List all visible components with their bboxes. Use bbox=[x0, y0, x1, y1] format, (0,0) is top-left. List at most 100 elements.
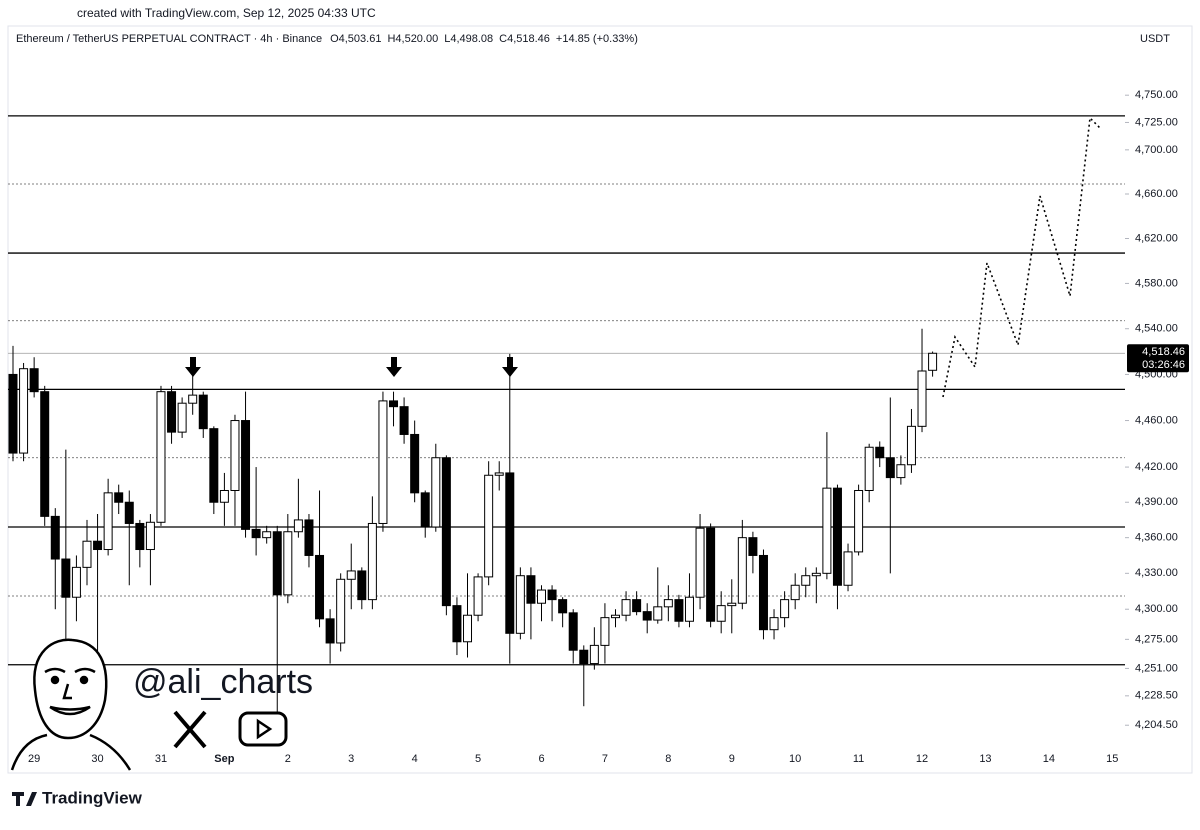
candle-body bbox=[241, 420, 251, 530]
candle-body bbox=[251, 528, 261, 539]
candle-body bbox=[452, 605, 462, 643]
candle-body bbox=[526, 575, 536, 604]
y-tick-label: 4,750.00 bbox=[1135, 89, 1178, 101]
candle-body bbox=[82, 540, 92, 568]
x-tick-label: 9 bbox=[729, 753, 735, 765]
candle-body bbox=[230, 420, 240, 491]
candle-body bbox=[188, 394, 198, 404]
candle-body bbox=[684, 596, 694, 622]
candle-body bbox=[906, 425, 916, 466]
candle-body bbox=[780, 599, 790, 619]
x-tick-label: 3 bbox=[348, 753, 354, 765]
x-tick-label: 13 bbox=[979, 753, 991, 765]
candle-body bbox=[304, 519, 314, 556]
x-tick-label: Sep bbox=[214, 753, 234, 765]
y-tick-label: 4,330.00 bbox=[1135, 567, 1178, 579]
candle-body bbox=[801, 575, 811, 586]
candle-body bbox=[336, 578, 346, 644]
candle-body bbox=[843, 551, 853, 586]
x-icon bbox=[173, 710, 207, 749]
x-tick-label: 10 bbox=[789, 753, 801, 765]
x-tick-label: 4 bbox=[412, 753, 418, 765]
candle-body bbox=[463, 614, 473, 643]
candle-body bbox=[124, 501, 134, 524]
x-tick-label: 31 bbox=[155, 753, 167, 765]
candle-body bbox=[103, 492, 113, 551]
x-tick-label: 5 bbox=[475, 753, 481, 765]
symbol-title: Ethereum / TetherUS PERPETUAL CONTRACT ·… bbox=[16, 33, 638, 45]
watermark: @ali_charts bbox=[133, 663, 313, 701]
candle-body bbox=[114, 492, 124, 503]
y-tick-label: 4,390.00 bbox=[1135, 496, 1178, 508]
candle-body bbox=[695, 527, 705, 598]
ohlc: L4,498.08 bbox=[444, 33, 493, 45]
footer-logo: TradingView bbox=[42, 788, 143, 807]
candle-body bbox=[346, 570, 356, 580]
candle-body bbox=[558, 599, 568, 614]
ohlc: +14.85 (+0.33%) bbox=[556, 33, 638, 45]
plot: 4,750.00 4,725.00 4,700.00 4,660.00 4,620.00… bbox=[8, 89, 1189, 765]
candle-body bbox=[209, 428, 219, 503]
y-tick-label: 4,300.00 bbox=[1135, 603, 1178, 615]
x-tick-label: 7 bbox=[602, 753, 608, 765]
candle-body bbox=[716, 605, 726, 622]
candle-body bbox=[790, 584, 800, 601]
candle-body bbox=[758, 554, 768, 631]
candle-body bbox=[473, 576, 483, 616]
candle-body bbox=[864, 446, 874, 491]
candle-body bbox=[8, 373, 18, 454]
y-tick-label: 4,620.00 bbox=[1135, 232, 1178, 244]
candle-body bbox=[145, 521, 155, 551]
candle-body bbox=[283, 531, 293, 596]
y-tick-label: 4,251.00 bbox=[1135, 662, 1178, 674]
candle-body bbox=[579, 649, 589, 665]
youtube-play bbox=[256, 718, 273, 740]
candle-body bbox=[167, 391, 177, 433]
candle-body bbox=[896, 464, 906, 479]
y-tick-label: 4,228.50 bbox=[1135, 690, 1178, 702]
youtube-icon bbox=[238, 711, 288, 747]
candle-body bbox=[515, 575, 525, 634]
candle-body bbox=[272, 531, 282, 596]
y-tick-label: 4,540.00 bbox=[1135, 323, 1178, 335]
countdown: 03:26:46 bbox=[1142, 359, 1185, 371]
candle-body bbox=[29, 368, 39, 393]
candle-body bbox=[441, 457, 451, 607]
candle-body bbox=[600, 617, 610, 646]
frame bbox=[7, 25, 1193, 774]
candle-body bbox=[156, 391, 166, 523]
candle-body bbox=[219, 489, 229, 503]
candle-body bbox=[885, 457, 895, 479]
candle-body bbox=[61, 558, 71, 598]
candle-body bbox=[293, 519, 303, 533]
candle-body bbox=[568, 612, 578, 651]
candle-body bbox=[378, 400, 388, 524]
candle-body bbox=[769, 617, 779, 631]
x-tick-label: 11 bbox=[853, 753, 864, 765]
candle-body bbox=[610, 614, 620, 619]
candle-body bbox=[727, 602, 737, 607]
candle-body bbox=[737, 537, 747, 604]
candle-body bbox=[621, 599, 631, 616]
candle-body bbox=[547, 589, 557, 601]
price-tag bbox=[1127, 344, 1189, 373]
x-tick-label: 29 bbox=[28, 753, 40, 765]
candle-body bbox=[431, 457, 441, 528]
avatar bbox=[10, 638, 132, 771]
arrow bbox=[502, 357, 518, 377]
y-tick-label: 4,275.00 bbox=[1135, 633, 1178, 645]
y-tick-label: 4,204.50 bbox=[1135, 719, 1178, 731]
candle-body bbox=[262, 531, 272, 539]
x-tick-label: 6 bbox=[538, 753, 544, 765]
candle-body bbox=[632, 599, 642, 613]
candle-body bbox=[917, 370, 927, 427]
projection bbox=[942, 116, 1101, 398]
x-tick-label: 8 bbox=[665, 753, 671, 765]
candle-body bbox=[494, 472, 504, 476]
logo-mark bbox=[12, 792, 37, 806]
candle-body bbox=[367, 522, 377, 601]
candle-body bbox=[748, 537, 758, 556]
ohlc: C4,518.46 bbox=[499, 33, 550, 45]
x-tick-label: 30 bbox=[91, 753, 103, 765]
